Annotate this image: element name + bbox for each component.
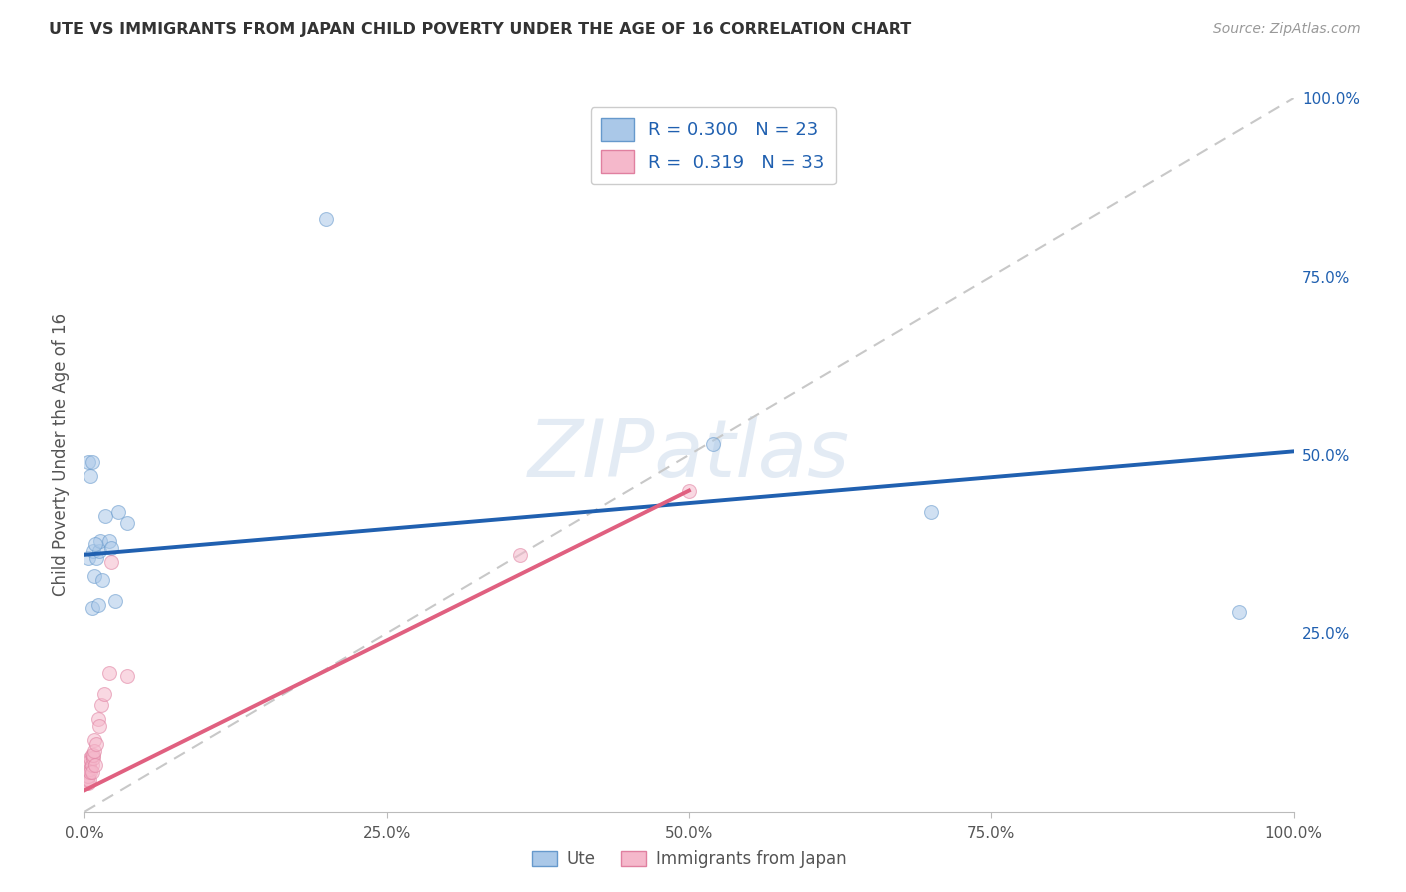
Point [80, 765, 103, 780]
Y-axis label: Child Poverty Under the Age of 16: Child Poverty Under the Age of 16 [52, 313, 70, 597]
Point [76, 765, 98, 780]
Point [79, 751, 101, 765]
Point [107, 505, 129, 519]
Point [75, 776, 97, 790]
Point [315, 212, 337, 227]
Point [77, 762, 100, 776]
Point [100, 555, 122, 569]
Point [86, 712, 108, 726]
Point [83, 744, 105, 758]
Point [83, 569, 105, 583]
Point [89, 533, 111, 548]
Point [80, 455, 103, 469]
Point [79, 765, 101, 780]
Point [80, 747, 103, 762]
Point [77, 455, 100, 469]
Text: Source: ZipAtlas.com: Source: ZipAtlas.com [1213, 22, 1361, 37]
Point [77, 758, 100, 772]
Point [79, 469, 101, 483]
Point [77, 755, 100, 769]
Point [90, 698, 112, 712]
Point [702, 437, 724, 451]
Point [83, 733, 105, 747]
Point [77, 551, 100, 566]
Point [84, 537, 107, 551]
Point [87, 719, 110, 733]
Point [97, 533, 120, 548]
Point [115, 669, 138, 683]
Point [94, 508, 117, 523]
Point [86, 598, 108, 612]
Point [79, 762, 101, 776]
Point [76, 762, 98, 776]
Point [77, 769, 100, 783]
Point [80, 601, 103, 615]
Point [84, 758, 107, 772]
Point [76, 772, 98, 787]
Point [82, 544, 104, 558]
Point [77, 776, 100, 790]
Point [77, 772, 100, 787]
Point [100, 541, 122, 555]
Point [920, 505, 942, 519]
Point [86, 737, 108, 751]
Point [104, 594, 127, 608]
Point [75, 769, 97, 783]
Text: UTE VS IMMIGRANTS FROM JAPAN CHILD POVERTY UNDER THE AGE OF 16 CORRELATION CHART: UTE VS IMMIGRANTS FROM JAPAN CHILD POVER… [49, 22, 911, 37]
Point [678, 483, 700, 498]
Point [509, 548, 531, 562]
Point [115, 516, 138, 530]
Point [97, 665, 120, 680]
Text: ZIPatlas: ZIPatlas [527, 416, 851, 494]
Point [1227, 605, 1250, 619]
Legend: Ute, Immigrants from Japan: Ute, Immigrants from Japan [524, 844, 853, 875]
Point [80, 758, 103, 772]
Point [86, 551, 108, 566]
Point [77, 755, 100, 769]
Point [82, 751, 104, 765]
Point [87, 544, 110, 558]
Point [93, 687, 115, 701]
Point [91, 573, 114, 587]
Point [82, 747, 104, 762]
